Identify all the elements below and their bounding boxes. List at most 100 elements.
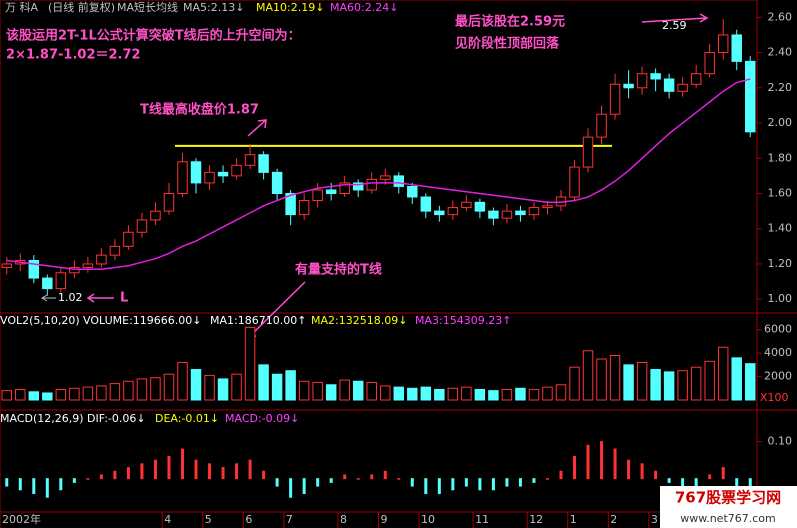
macd-bar [370,474,374,480]
macd-bar [248,459,252,480]
volume-bar [177,362,188,401]
candle-body [420,196,432,212]
watermark: 767股票学习网 [675,489,781,507]
macd-bar [451,478,455,491]
volume-bar [42,392,53,401]
macd-bar [545,478,549,480]
candle-body [82,263,94,268]
macd-bar [289,478,293,498]
macd-bar [208,463,212,480]
annotation: 2×1.87-1.02＝2.72 [6,48,141,63]
macd-bar [491,478,495,491]
y-tick-label: 2.40 [768,46,793,59]
candle-body [285,192,296,216]
volume-bar [163,373,175,401]
x-tick-label: 1 [570,513,577,526]
macd-bar [329,478,333,483]
macd-bar [99,474,103,480]
macd-bar [221,467,225,480]
candle-body [407,185,418,198]
candle-body [366,178,377,191]
candle-body [96,254,107,265]
candle-body [745,60,756,133]
candle-body [636,73,648,89]
volume-bar [474,388,486,401]
volume-bar [447,387,459,401]
chart-mode: (日线 前复权) [48,0,115,14]
volume-bar [704,360,715,401]
candle-body [447,207,459,216]
candle-body [123,231,134,247]
candle-body [55,272,67,290]
arrow [641,13,709,23]
volume-bar [609,354,621,401]
macd-bar [343,474,347,480]
macd-bar [694,478,698,487]
macd-bar [167,455,171,480]
volume-bar [677,370,688,401]
macd-bar [654,470,658,480]
macd-bar [397,478,401,480]
candle-body [298,200,310,216]
volume-bar [636,362,648,401]
candle-body [596,113,607,138]
macd-bar [708,474,712,480]
volume-bar [663,371,675,401]
candle-body [528,207,540,216]
volume-bar [393,386,405,401]
macd-bar [478,478,482,491]
volume-bar [690,366,702,401]
volume-bar [258,364,269,401]
x-tick-label: 12 [529,513,543,526]
volume-bar [501,388,513,401]
volume-bar [298,380,310,401]
volume-bar [542,386,553,401]
y-tick-label: 1.00 [768,292,793,305]
macd-bar [600,441,604,480]
y-tick-label: 1.40 [768,222,793,235]
y-tick-label: 2.60 [768,10,793,23]
candle-body [244,154,256,166]
volume-bar [555,384,567,401]
candle-body [461,201,472,209]
volume-bar [528,388,540,401]
macd-bar [356,478,360,480]
volume-bar [231,373,242,401]
macd-bar [681,478,685,487]
vol-header: VOLUME:119666.00↓ [83,314,201,327]
macd-bar [275,478,279,487]
volume-bar [28,391,40,401]
candle-body [717,34,729,54]
volume-bar [582,350,594,401]
x-tick-label: 3 [651,513,658,526]
macd-bar [72,478,76,483]
candle-body [569,166,580,198]
x-tick-label: 4 [164,513,171,526]
volume-bar [123,380,134,401]
x-tick-label: 9 [381,513,388,526]
annotation: 有量支持的T线 [295,262,382,278]
candle-body [177,161,188,194]
volume-bar [1,390,12,401]
candle-body [704,52,715,75]
candle-body [501,210,513,219]
volume-bar [731,357,742,401]
ma-value: MA5:2.13↓ [183,1,244,14]
candle-body [474,201,486,212]
macd-bar [505,478,509,487]
stock-name: 万 科A [5,0,38,14]
macd-bar [667,478,671,483]
volume-bar [325,384,337,401]
macd-bar [18,478,22,491]
y-tick-label: 1.80 [768,151,793,164]
volume-bar [569,366,580,401]
macd-bar [613,448,617,480]
macd-header: MACD:-0.09↓ [225,412,299,425]
x-tick-label: 2002年 [2,512,41,526]
volume-bar [96,385,107,401]
annotation: 该股运用2T-1L公式计算突破T线后的上升空间为： [6,28,301,44]
candle-body [271,171,283,194]
macd-bar [316,478,320,487]
macd-bar [464,478,468,487]
x-tick-label: 2 [610,513,617,526]
